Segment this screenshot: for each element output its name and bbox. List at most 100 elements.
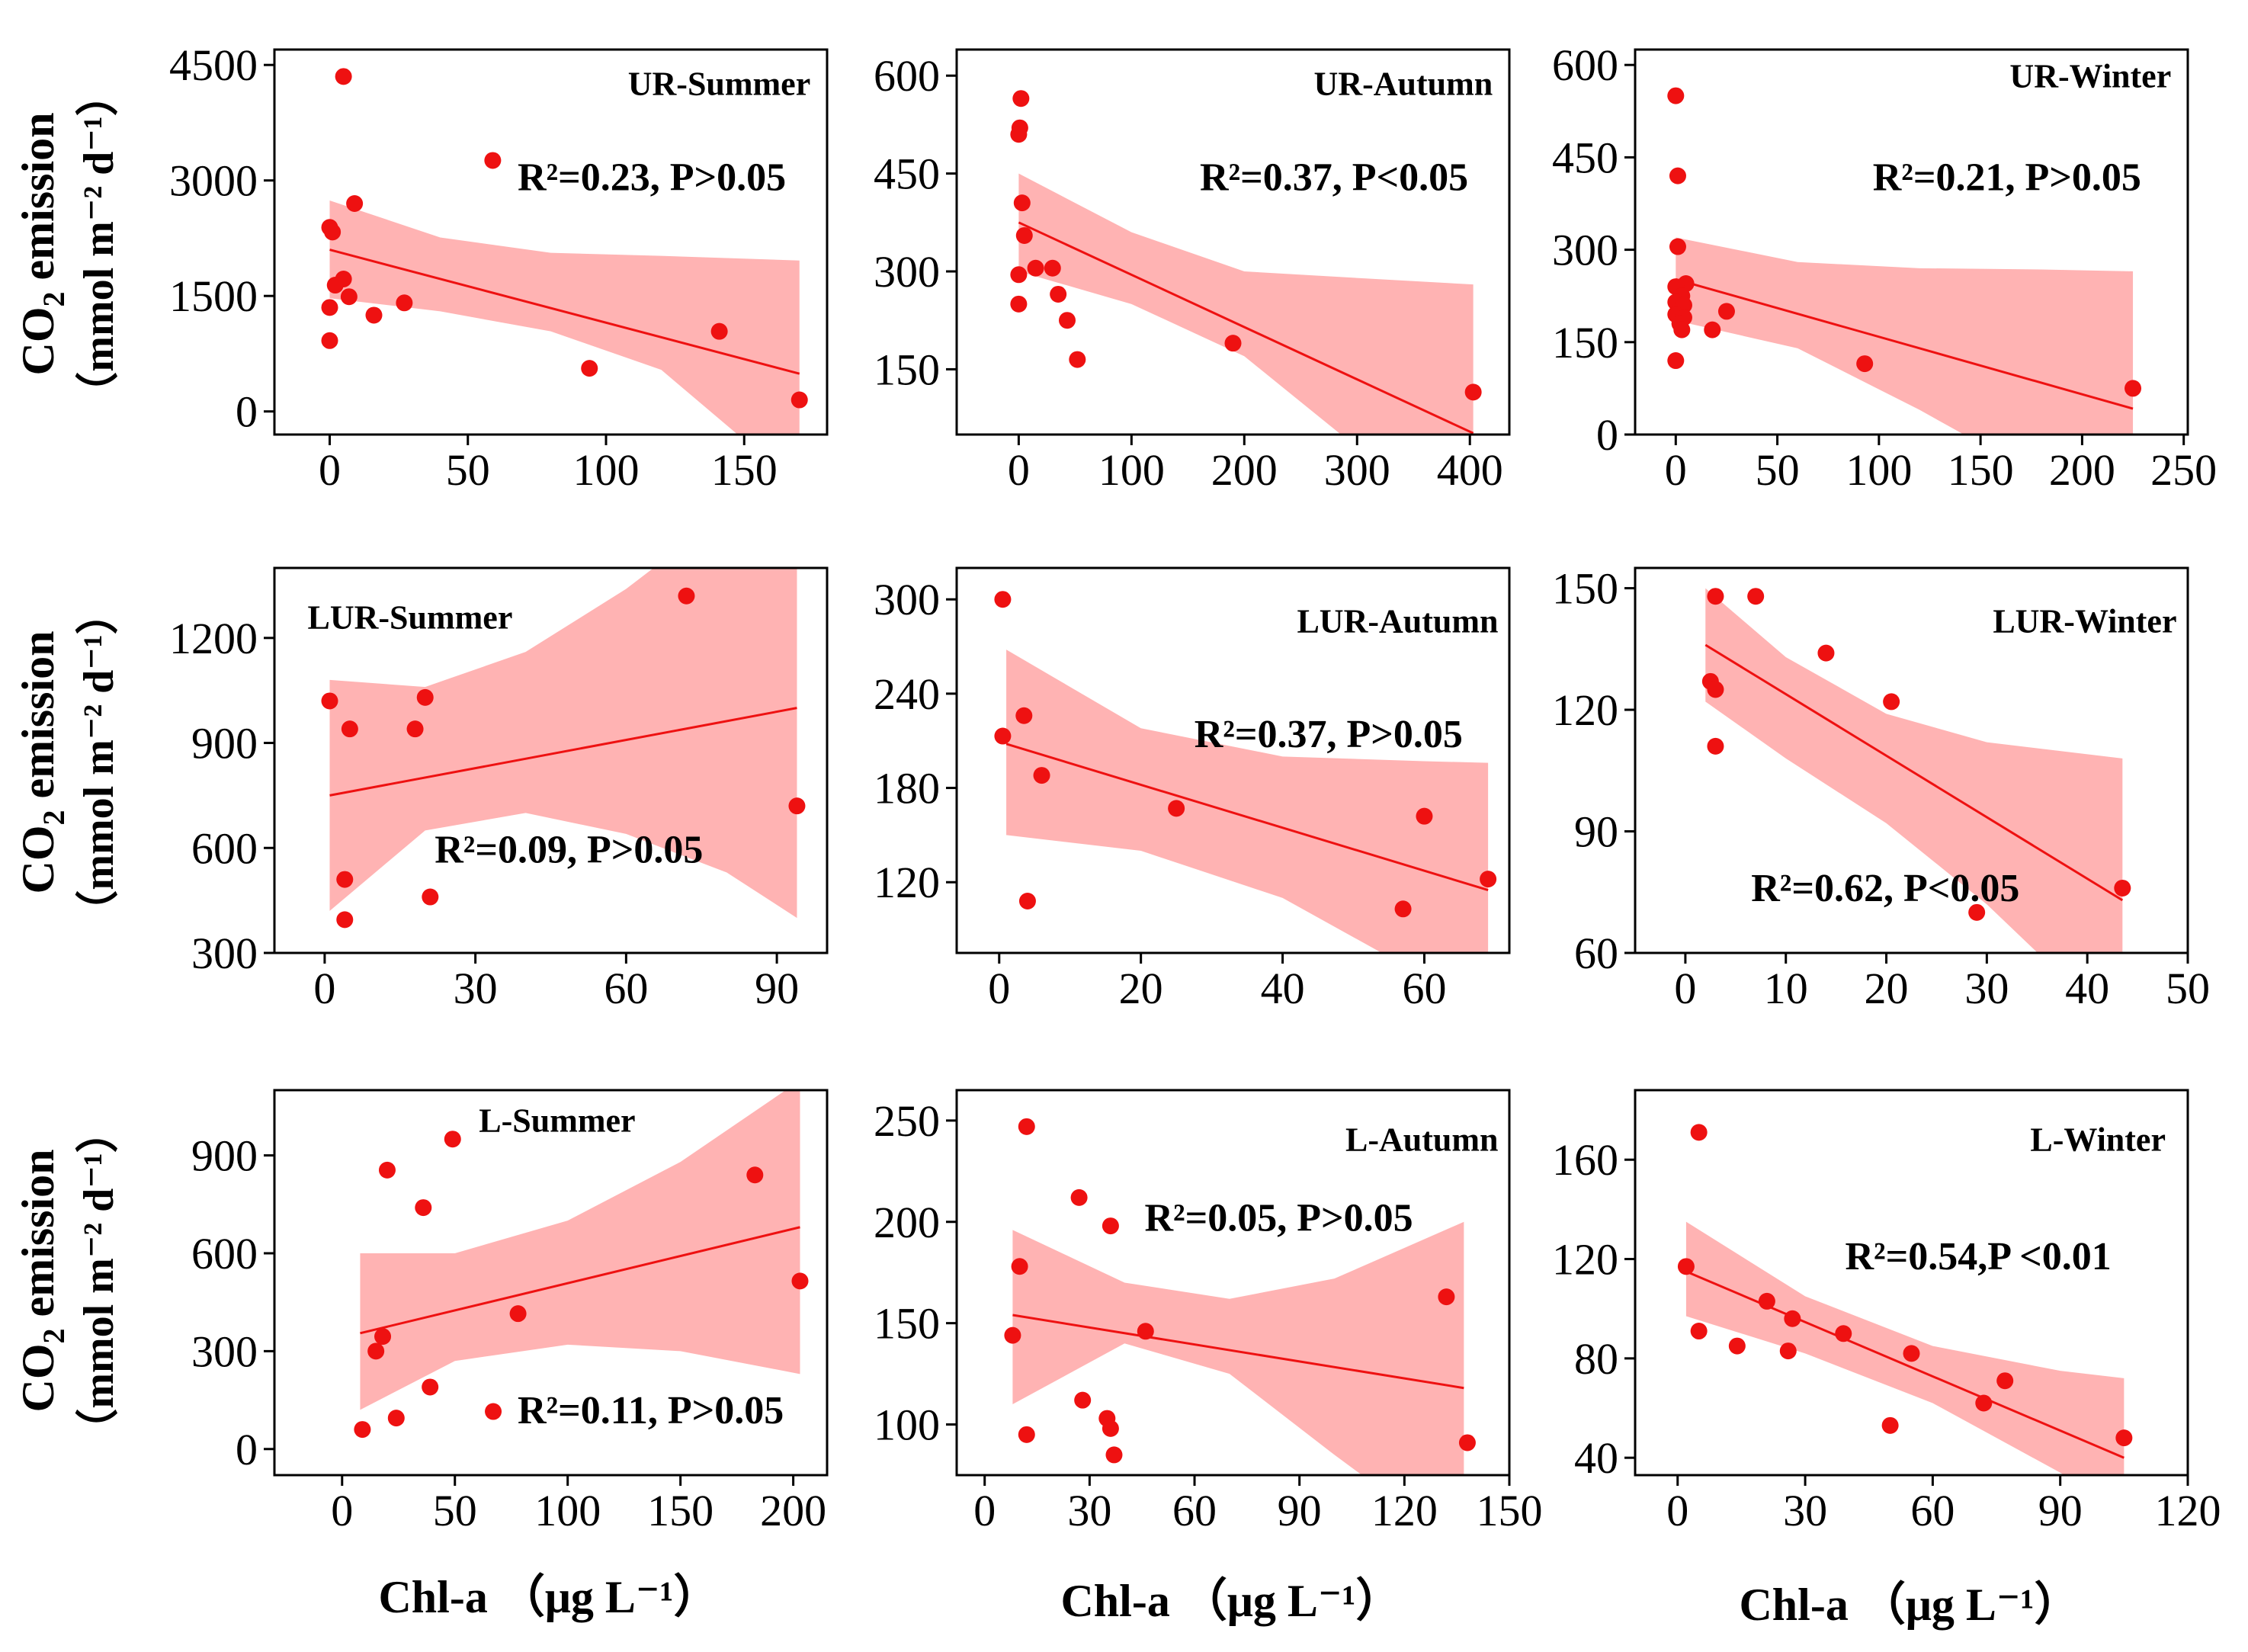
data-point [1013, 194, 1031, 212]
stat-label: R²=0.21, P>0.05 [1873, 156, 2141, 200]
plot-frame [273, 48, 829, 436]
panel-ur-winter: 0 50 100 150 200 250 0 150 300 450 600 UR-Winter R²=… [1552, 40, 2217, 495]
x-tick-label: 60 [1402, 964, 1446, 1013]
x-tick-label: 50 [446, 445, 490, 495]
plot-area-ur-winter [1667, 87, 2142, 435]
x-tick-label: 20 [1119, 964, 1163, 1013]
x-tick-label: 30 [1067, 1486, 1111, 1535]
x-tick-label: 40 [1261, 964, 1305, 1013]
y-tick-label: 600 [874, 51, 940, 101]
stat-label: R²=0.62, P<0.05 [1751, 867, 2019, 910]
panel-label: UR-Autumn [1314, 65, 1493, 102]
y-tick-label: 300 [191, 1326, 258, 1376]
plot-area-ur-autumn [1010, 90, 1482, 435]
data-point [336, 871, 354, 888]
plot-frame [273, 1089, 829, 1477]
panel-lur-summer: 0 30 60 90 300 600 900 1200 LUR-Summer R²=0.09, P… [169, 566, 829, 1013]
x-tick-label: 0 [319, 445, 341, 495]
regression-line [1704, 643, 2124, 902]
y-axis-label-row-2: CO2 emission （mmol m⁻² d⁻¹） [13, 592, 123, 932]
x-tick-label: 0 [988, 964, 1010, 1013]
y-tick-label: 0 [236, 387, 258, 437]
data-point [1707, 737, 1724, 755]
y-label-rest: emission [13, 1149, 63, 1328]
y-tick-label: 180 [874, 764, 940, 813]
data-point [1464, 383, 1482, 401]
y-tick-label: 300 [874, 575, 940, 624]
data-point [1011, 1258, 1028, 1275]
x-axis-label-col-1: Chl-a （μg L⁻¹） [378, 1571, 719, 1622]
confidence-band [1676, 237, 2134, 435]
x-tick-label: 150 [711, 445, 778, 495]
y-tick-label: 450 [1552, 133, 1618, 182]
x-tick-label: 60 [1172, 1486, 1217, 1535]
x-tick-label: 50 [2166, 964, 2210, 1013]
y-tick-label: 150 [874, 1299, 940, 1349]
data-point [994, 727, 1012, 745]
data-point [1669, 167, 1686, 184]
y-label-co: CO [13, 1344, 63, 1413]
confidence-band [1018, 173, 1474, 435]
data-point [387, 1410, 405, 1427]
regression-line [329, 707, 797, 797]
data-point [378, 1161, 396, 1179]
data-point [1394, 900, 1412, 918]
y-tick-label: 3000 [169, 156, 258, 206]
data-point [1707, 681, 1724, 698]
x-tick-label: 20 [1865, 964, 1909, 1013]
plot-area-lur-summer [321, 568, 806, 929]
panel-label: LUR-Autumn [1297, 603, 1498, 640]
data-point [1747, 588, 1765, 605]
stat-label: R²=0.05, P>0.05 [1145, 1197, 1413, 1240]
y-tick-label: 150 [874, 345, 940, 394]
y-tick-label: 600 [191, 1229, 258, 1278]
regression-line [1012, 1314, 1464, 1390]
confidence-band [1705, 588, 2123, 953]
data-point [354, 1421, 371, 1439]
x-axis-label-col-2: Chl-a （μg L⁻¹） [1060, 1575, 1401, 1626]
x-tick-label: 0 [973, 1486, 996, 1535]
regression-line [1675, 277, 2134, 410]
data-point [321, 299, 338, 316]
x-tick-label: 0 [1674, 964, 1696, 1013]
panel-label: UR-Summer [628, 65, 811, 102]
y-tick-label: 1200 [169, 614, 258, 663]
stat-label: R²=0.54,P <0.01 [1846, 1235, 2112, 1278]
data-point [746, 1166, 764, 1184]
y-tick-label: 450 [874, 149, 940, 199]
data-point [1968, 903, 1986, 921]
y-tick-label: 150 [1552, 564, 1618, 614]
panel-l-autumn: 0 30 60 90 120 150 100 150 200 250 L-Autumn R²=0.05… [874, 1089, 1543, 1535]
x-tick-label: 90 [2038, 1486, 2083, 1535]
data-point [1059, 312, 1076, 329]
plot-area-lur-winter [1701, 588, 2131, 953]
data-point [1074, 1391, 1092, 1409]
y-label-unit: （mmol m⁻² d⁻¹） [75, 592, 123, 932]
data-point [1027, 259, 1044, 277]
data-point [1015, 226, 1033, 244]
y-tick-label: 100 [874, 1400, 940, 1450]
data-point [422, 888, 439, 906]
confidence-band [329, 568, 797, 919]
data-point [335, 68, 352, 85]
y-tick-label: 900 [191, 719, 258, 768]
panel-label: UR-Winter [2009, 57, 2171, 95]
data-point [336, 911, 354, 929]
data-point [415, 1199, 432, 1217]
y-axis-label-row-1: CO2 emission （mmol m⁻² d⁻¹） [13, 73, 123, 414]
data-point [1102, 1217, 1119, 1235]
plot-frame [955, 566, 1511, 954]
svg-text:CO2 emission: CO2 emission [13, 1149, 71, 1412]
y-tick-label: 300 [1552, 226, 1618, 275]
x-tick-label: 30 [1783, 1486, 1827, 1535]
x-tick-label: 300 [1324, 445, 1390, 495]
plot-area-l-winter [1677, 1124, 2133, 1475]
plot-area-lur-autumn [994, 591, 1497, 953]
data-point [1105, 1446, 1123, 1464]
plot-area-l-autumn [1004, 1118, 1476, 1475]
data-point [1018, 892, 1036, 909]
regression-line [1685, 1270, 2125, 1459]
x-tick-label: 120 [1371, 1486, 1438, 1535]
stat-label: R²=0.09, P>0.05 [435, 829, 703, 872]
